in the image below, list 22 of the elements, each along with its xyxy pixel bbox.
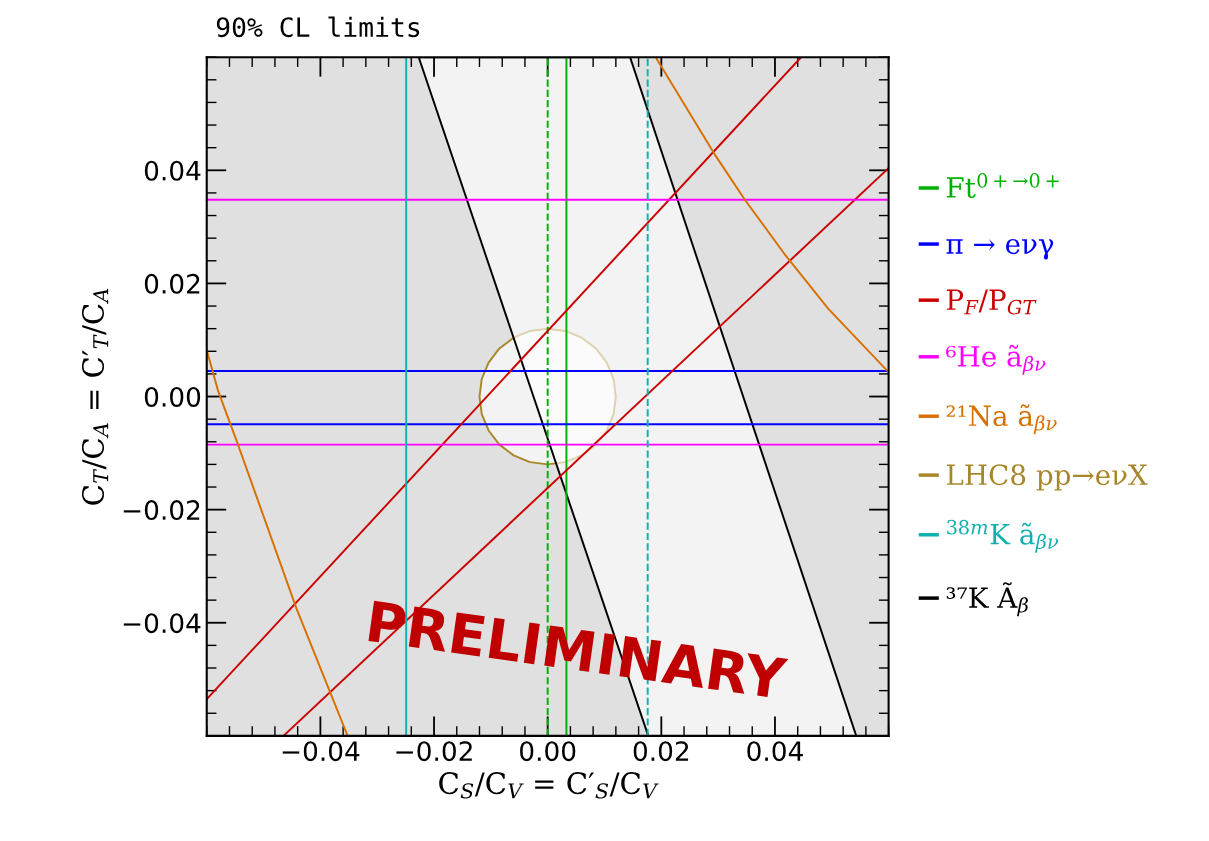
- legend-label: P$_{F}$/P$_{GT}$: [946, 289, 1037, 315]
- chart-title: 90% CL limits: [216, 16, 420, 38]
- y-tick-label: −0.02: [123, 500, 200, 521]
- y-tick-label: 0.02: [144, 273, 200, 294]
- legend-label: ³⁷K Ã$_{β}$: [946, 582, 1028, 617]
- y-tick-label: −0.04: [123, 613, 201, 634]
- legend-label: Ft$^{0+→0+}$: [946, 173, 1059, 198]
- x-tick-label: 0.04: [747, 741, 803, 762]
- legend-label: ²¹Na ã$_{βν}$: [946, 404, 1057, 435]
- legend-label: $^{38m}$K ã$_{βν}$: [947, 519, 1059, 553]
- legend-label: LHC8 pp→eνX: [946, 464, 1148, 491]
- legend-label: ⁶He ã$_{βν}$: [945, 344, 1046, 375]
- x-axis-title: C$_{S}$/C$_{V}$ = C′$_{S}$/C$_{V}$: [439, 772, 659, 799]
- y-tick-label: 0.00: [144, 386, 201, 407]
- x-tick-label: −0.04: [282, 741, 360, 762]
- x-tick-label: 0.00: [520, 741, 576, 762]
- x-tick-label: 0.02: [633, 741, 689, 762]
- y-axis-title: C$_{T}$/C$_{A}$ = C′$_{T}$/C$_{A}$: [81, 288, 109, 505]
- x-tick-label: −0.02: [396, 741, 472, 762]
- legend-label: π → eνγ: [946, 238, 1054, 260]
- y-tick-label: 0.04: [144, 160, 201, 181]
- line-series: [654, 57, 889, 374]
